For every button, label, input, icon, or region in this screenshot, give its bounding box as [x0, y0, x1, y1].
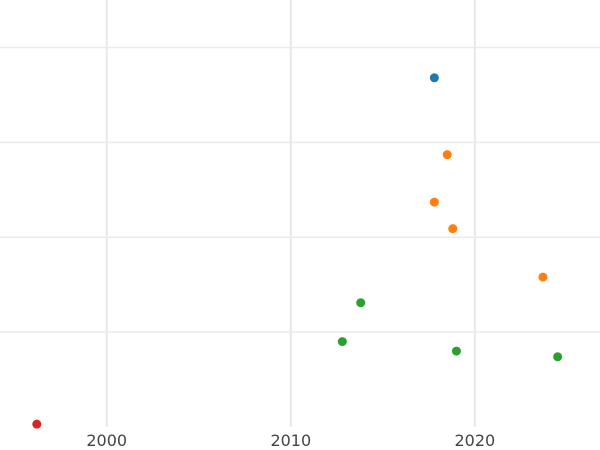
- x-tick-label-2020: 2020: [454, 431, 495, 450]
- x-tick-label-2000: 2000: [86, 431, 127, 450]
- x-tick-label-2010: 2010: [270, 431, 311, 450]
- data-point: [442, 150, 452, 160]
- data-point: [356, 298, 366, 308]
- data-point: [538, 272, 548, 282]
- data-point: [451, 346, 461, 356]
- data-point: [448, 224, 458, 234]
- data-point: [429, 73, 439, 83]
- data-point: [337, 337, 347, 347]
- data-point: [32, 419, 42, 429]
- x-axis-ticks: 2000 2010 2020: [86, 431, 495, 450]
- data-point: [553, 352, 563, 362]
- points: [32, 73, 563, 429]
- data-point: [429, 197, 439, 207]
- grid: [0, 0, 600, 427]
